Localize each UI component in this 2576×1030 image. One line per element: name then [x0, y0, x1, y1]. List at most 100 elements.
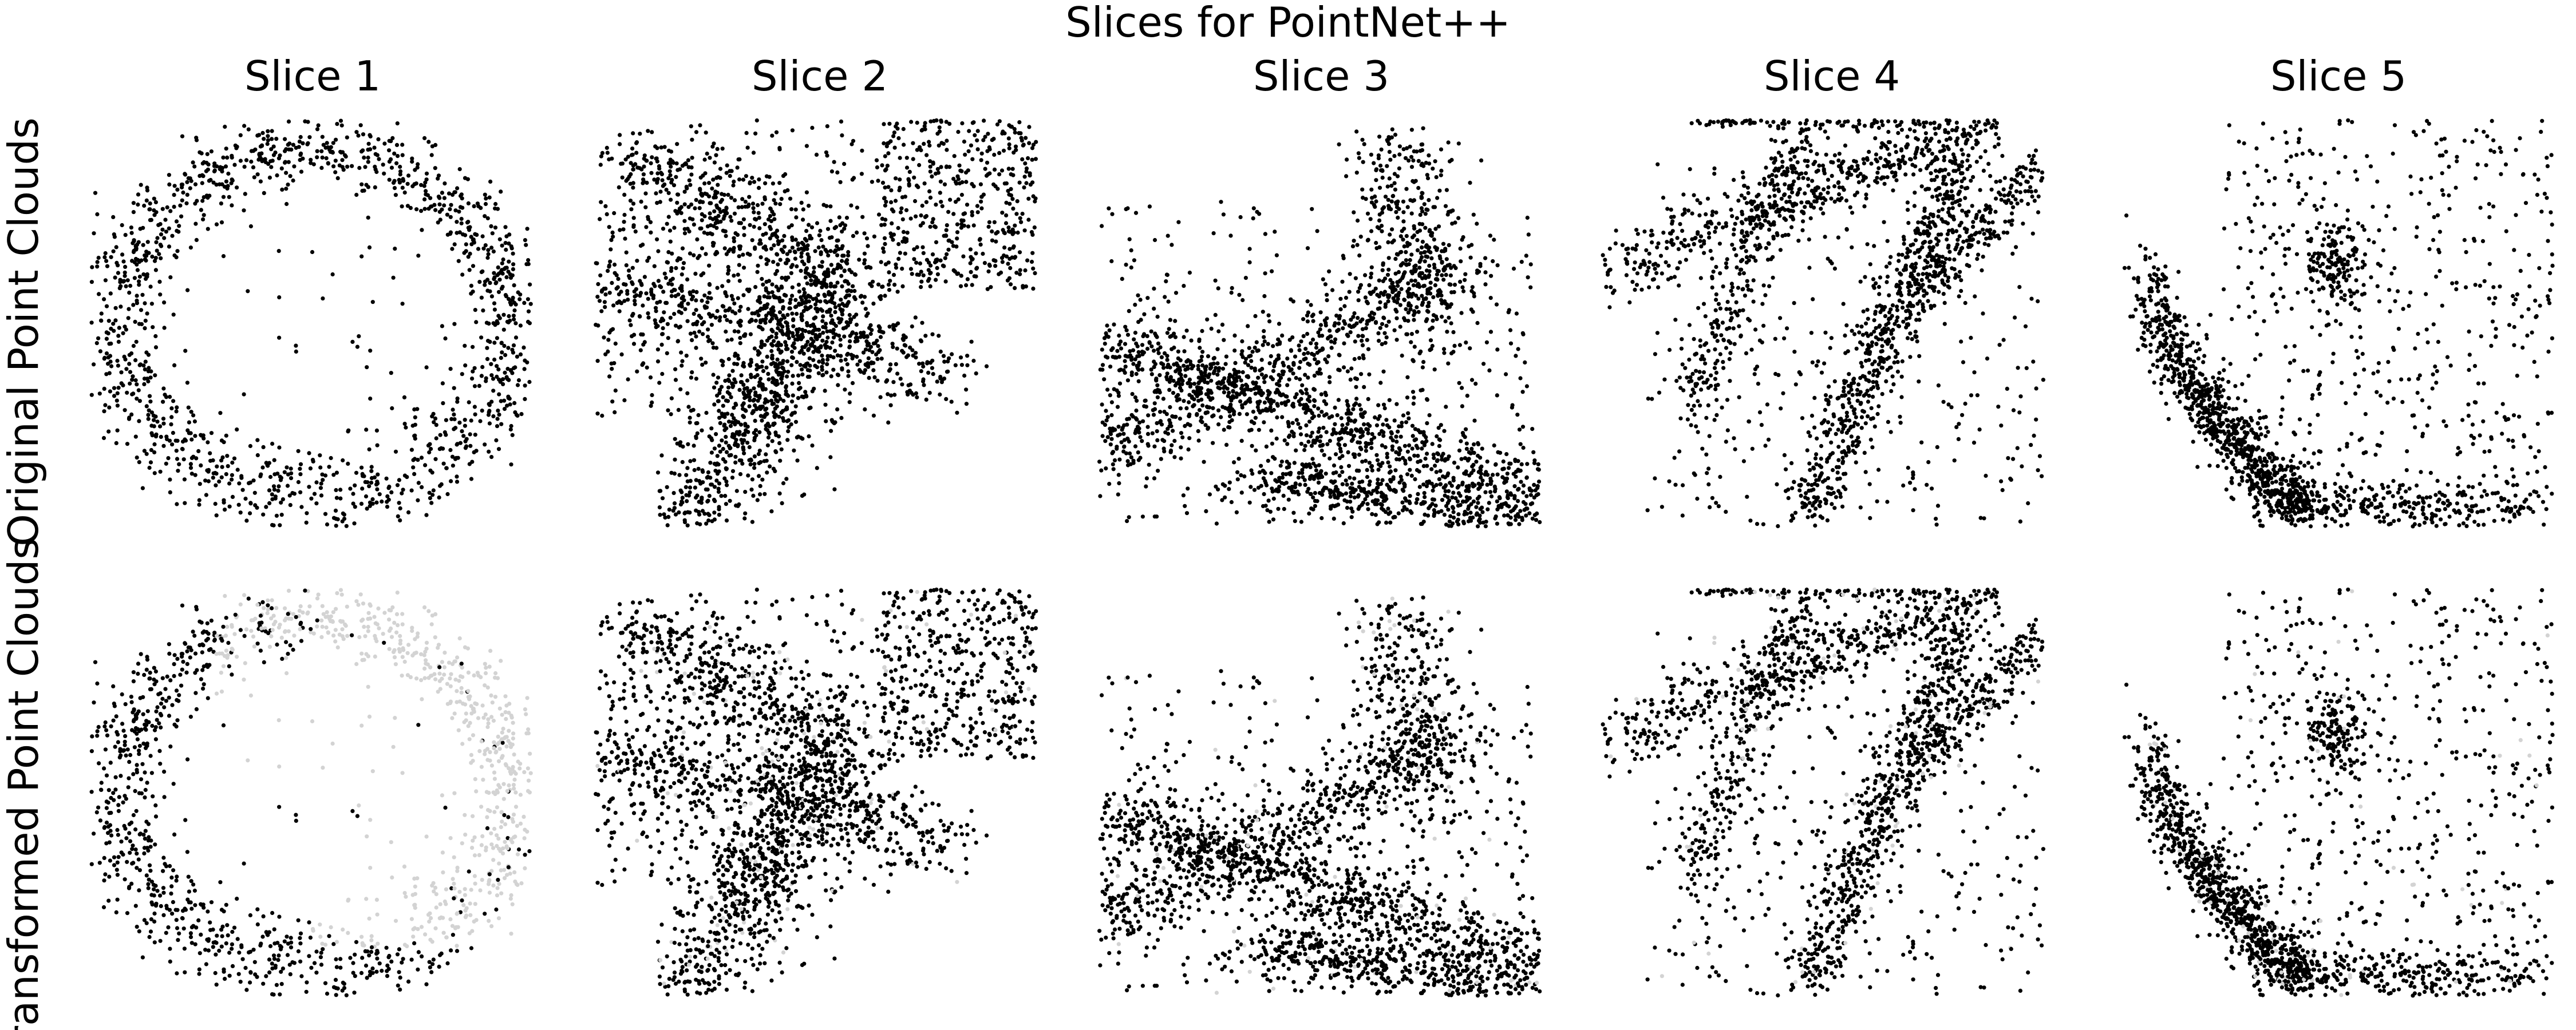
point	[124, 284, 128, 288]
point	[455, 474, 459, 479]
point	[1161, 446, 1166, 451]
point	[286, 142, 290, 147]
point	[138, 227, 143, 231]
point	[1108, 365, 1113, 369]
point	[445, 492, 450, 497]
point	[458, 441, 463, 445]
point	[813, 332, 818, 338]
point	[1168, 405, 1172, 410]
point	[872, 375, 877, 380]
point	[766, 371, 771, 377]
point	[753, 131, 758, 136]
point	[1369, 446, 1374, 450]
point	[1329, 334, 1333, 339]
point	[469, 477, 474, 481]
point	[721, 304, 726, 309]
point	[691, 289, 696, 294]
point	[1384, 418, 1389, 422]
point	[986, 224, 991, 229]
point	[271, 144, 276, 149]
point	[605, 145, 609, 150]
point	[836, 238, 840, 243]
point	[389, 165, 394, 170]
point	[164, 395, 169, 399]
point	[1345, 369, 1350, 374]
point	[1436, 426, 1441, 430]
point	[888, 279, 892, 283]
point	[148, 460, 153, 465]
point	[658, 489, 663, 493]
point	[1471, 468, 1476, 473]
point	[840, 367, 844, 372]
point	[1013, 144, 1018, 149]
point	[866, 244, 870, 248]
point	[894, 262, 898, 267]
point	[1145, 346, 1150, 351]
point	[748, 389, 753, 393]
point	[369, 465, 374, 469]
point	[736, 296, 740, 300]
point	[898, 377, 903, 381]
point	[289, 476, 294, 481]
point	[643, 191, 648, 196]
point	[666, 408, 670, 413]
point	[116, 271, 120, 275]
point	[829, 429, 833, 433]
point	[442, 196, 447, 200]
point	[1357, 356, 1362, 360]
point	[441, 401, 445, 406]
point	[462, 251, 467, 255]
point	[463, 418, 467, 422]
point	[900, 195, 905, 200]
point	[714, 478, 719, 483]
point	[938, 191, 942, 195]
point	[433, 416, 438, 421]
point	[232, 163, 237, 167]
point	[1132, 337, 1136, 342]
point	[990, 229, 994, 234]
point	[128, 283, 133, 288]
point	[902, 142, 906, 147]
point	[1177, 397, 1182, 402]
point	[725, 483, 729, 488]
point	[1378, 300, 1382, 304]
point	[960, 121, 965, 126]
point	[785, 188, 790, 193]
point	[1425, 464, 1429, 468]
point	[771, 181, 775, 186]
point	[164, 229, 168, 234]
point	[607, 263, 611, 268]
point	[707, 263, 712, 268]
point	[865, 340, 870, 346]
point	[770, 356, 775, 361]
point	[1415, 248, 1420, 252]
point	[364, 494, 369, 499]
point	[123, 270, 127, 275]
point	[718, 200, 723, 204]
point	[923, 215, 927, 219]
point	[1138, 298, 1143, 302]
point	[831, 331, 836, 335]
point	[760, 201, 765, 206]
point	[752, 454, 757, 459]
column-title-slice-1: Slice 1	[244, 52, 381, 100]
point	[689, 165, 694, 170]
point	[1321, 277, 1325, 282]
point	[487, 409, 492, 413]
point	[804, 238, 809, 243]
point	[456, 259, 461, 263]
point	[745, 441, 750, 445]
point	[101, 435, 106, 441]
point	[915, 148, 919, 152]
point	[90, 265, 94, 270]
point	[1415, 330, 1420, 334]
point	[391, 275, 396, 280]
point	[737, 263, 741, 267]
point	[1460, 386, 1464, 390]
point	[390, 136, 395, 140]
point	[133, 358, 138, 363]
point	[706, 512, 710, 516]
point	[850, 331, 854, 336]
point	[862, 231, 867, 236]
point	[764, 458, 769, 463]
